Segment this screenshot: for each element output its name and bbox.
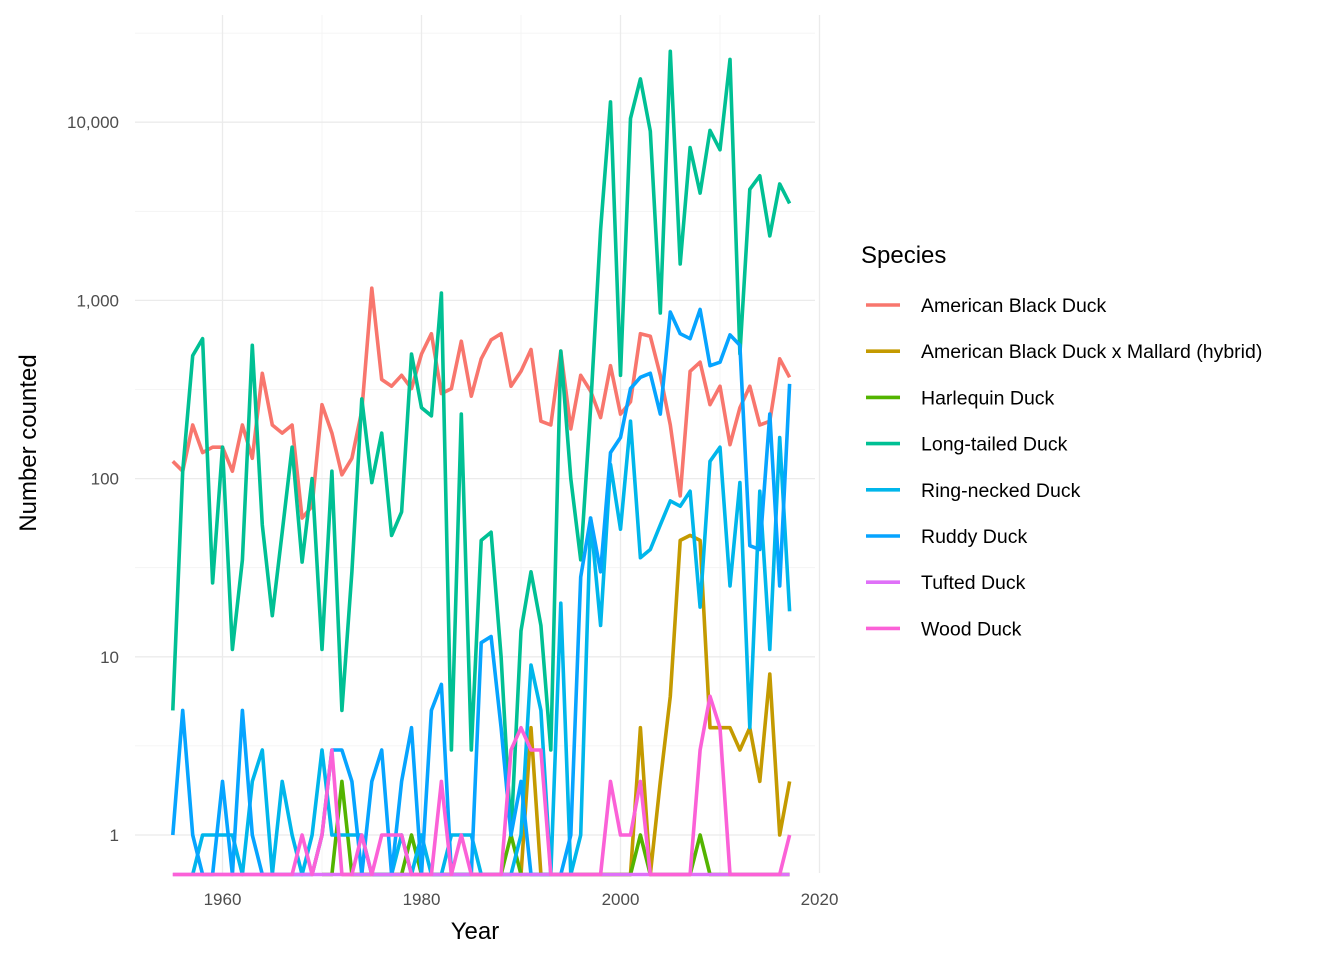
x-axis: 1960 1980 2000 2020 — [204, 890, 839, 909]
y-tick-label: 10 — [100, 648, 119, 667]
x-axis-title: Year — [451, 918, 500, 945]
series-line — [172, 694, 792, 877]
series-line — [171, 286, 792, 520]
y-tick-label: 100 — [91, 470, 119, 489]
legend-label: Ring-necked Duck — [921, 480, 1081, 502]
x-tick-label: 2020 — [801, 890, 839, 909]
legend-label: Long-tailed Duck — [921, 434, 1068, 456]
legend-label: Tufted Duck — [921, 572, 1026, 594]
x-tick-label: 2000 — [602, 890, 640, 909]
legend-title: Species — [861, 242, 946, 269]
x-tick-label: 1960 — [204, 890, 242, 909]
y-tick-label: 10,000 — [67, 113, 119, 132]
legend: Species American Black Duck American Blac… — [861, 242, 1262, 640]
legend-label: Ruddy Duck — [921, 526, 1027, 548]
legend-label: American Black Duck — [921, 295, 1107, 317]
y-tick-label: 1 — [110, 826, 119, 845]
legend-label: Wood Duck — [921, 618, 1022, 640]
legend-label: Harlequin Duck — [921, 387, 1055, 409]
series-line — [171, 49, 792, 837]
y-tick-label: 1,000 — [76, 291, 119, 310]
y-axis: 1 10 100 1,000 10,000 — [67, 113, 119, 845]
x-tick-label: 1980 — [403, 890, 441, 909]
legend-label: American Black Duck x Mallard (hybrid) — [921, 341, 1262, 363]
series-lines — [171, 49, 792, 877]
y-axis-title: Number counted — [15, 354, 42, 531]
